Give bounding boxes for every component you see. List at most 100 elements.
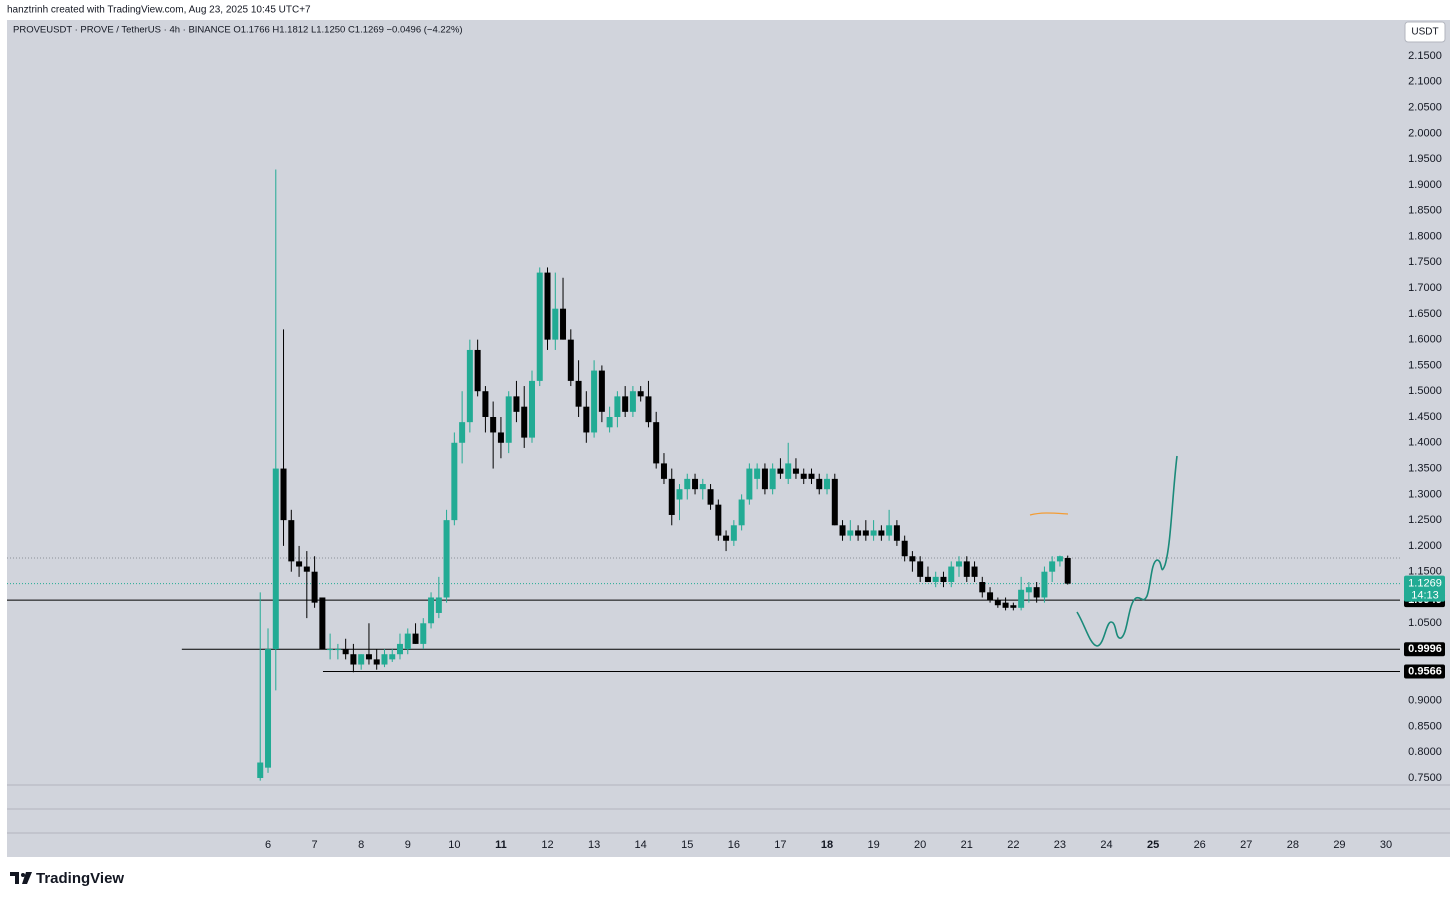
candle-body	[730, 525, 737, 541]
candle-body	[893, 525, 900, 541]
y-tick-label: 0.7500	[1408, 772, 1442, 784]
currency-label[interactable]: USDT	[1411, 27, 1438, 38]
price-tag-label: 0.9566	[1408, 665, 1442, 677]
logo-icon	[10, 872, 32, 884]
candle-body	[428, 597, 435, 624]
candle-body	[940, 576, 947, 583]
x-tick-label: 27	[1240, 839, 1252, 851]
candle-body	[987, 592, 994, 601]
candle-body	[396, 643, 403, 655]
x-tick-label: 12	[541, 839, 553, 851]
candle-body	[808, 473, 815, 479]
y-tick-label: 1.7000	[1408, 282, 1442, 294]
x-tick-label: 9	[405, 839, 411, 851]
candle-body	[715, 504, 722, 536]
candle-body	[350, 654, 357, 665]
candle-body	[824, 478, 831, 490]
x-tick-label: 14	[635, 839, 647, 851]
y-tick-label: 1.9500	[1408, 153, 1442, 165]
chart-pane	[7, 20, 1450, 857]
candle-body	[1041, 571, 1048, 598]
x-tick-label: 29	[1333, 839, 1345, 851]
x-tick-label: 16	[728, 839, 740, 851]
candle-body	[311, 571, 318, 603]
x-tick-label: 25	[1147, 839, 1159, 851]
last-price-tag	[1404, 575, 1445, 602]
candle-body	[265, 649, 272, 768]
last-price-label: 1.1269	[1408, 578, 1442, 590]
candle-body	[738, 499, 745, 526]
y-tick-label: 1.7500	[1408, 256, 1442, 268]
countdown-label: 14:13	[1411, 590, 1439, 602]
candle-body	[420, 623, 427, 644]
candle-body	[567, 339, 574, 381]
x-tick-label: 30	[1380, 839, 1392, 851]
candle-body	[560, 308, 567, 340]
candle-body	[598, 370, 605, 412]
candle-body	[1064, 557, 1071, 584]
x-tick-label: 21	[961, 839, 973, 851]
y-tick-label: 0.9000	[1408, 695, 1442, 707]
x-tick-label: 23	[1054, 839, 1066, 851]
candle-body	[536, 272, 543, 381]
candle-body	[389, 654, 396, 660]
x-tick-label: 26	[1194, 839, 1206, 851]
price-tag	[1404, 664, 1445, 679]
candle-body	[668, 478, 675, 515]
candle-body	[855, 530, 862, 536]
candle-body	[979, 582, 986, 593]
candle-body	[365, 654, 372, 660]
y-tick-label: 1.2500	[1408, 514, 1442, 526]
candle-body	[474, 349, 481, 392]
candle-body	[971, 566, 978, 577]
candle-body	[513, 396, 520, 412]
candle-body	[909, 556, 916, 562]
candle-body	[319, 597, 326, 650]
candle-body	[327, 649, 334, 651]
candle-body	[963, 561, 970, 577]
x-tick-label: 24	[1100, 839, 1112, 851]
y-tick-label: 1.6000	[1408, 334, 1442, 346]
candle-body	[785, 463, 792, 479]
x-tick-label: 15	[681, 839, 693, 851]
candle-body	[614, 396, 621, 417]
y-tick-label: 2.1000	[1408, 76, 1442, 88]
candle-body	[955, 561, 962, 567]
candle-body	[676, 489, 683, 500]
candle-body	[435, 597, 442, 613]
candle-body	[660, 463, 667, 479]
candle-body	[878, 530, 885, 536]
marks: 0.75000.80000.85000.90000.95001.00001.05…	[7, 50, 1445, 851]
candle-body	[917, 561, 924, 577]
candle-body	[1025, 587, 1032, 593]
candle-body	[288, 520, 295, 562]
candle-body	[932, 576, 939, 583]
y-tick-label: 1.3500	[1408, 462, 1442, 474]
candle-body	[754, 468, 761, 479]
x-tick-label: 7	[312, 839, 318, 851]
candle-body	[862, 530, 869, 536]
y-tick-label: 1.8500	[1408, 205, 1442, 217]
candle-body	[723, 535, 730, 541]
candle-body	[296, 561, 303, 567]
candle-body	[777, 468, 784, 474]
y-tick-label: 1.0500	[1408, 617, 1442, 629]
candle-body	[901, 540, 908, 557]
footer-brand: TradingView	[36, 870, 124, 887]
candle-body	[924, 576, 931, 583]
candle-body	[746, 468, 753, 500]
candle-body	[622, 396, 629, 412]
candle-body	[792, 468, 799, 474]
candle-body	[606, 416, 613, 428]
x-tick-label: 8	[358, 839, 364, 851]
currency-box[interactable]	[1404, 21, 1446, 43]
candle-body	[303, 566, 310, 572]
y-tick-label: 0.8000	[1408, 746, 1442, 758]
candle-body	[1056, 556, 1063, 562]
x-tick-label: 10	[448, 839, 460, 851]
candle-body	[280, 468, 287, 521]
candle-body	[1010, 605, 1017, 608]
x-tick-label: 22	[1007, 839, 1019, 851]
candle-body	[451, 442, 458, 521]
candle-body	[466, 349, 473, 423]
